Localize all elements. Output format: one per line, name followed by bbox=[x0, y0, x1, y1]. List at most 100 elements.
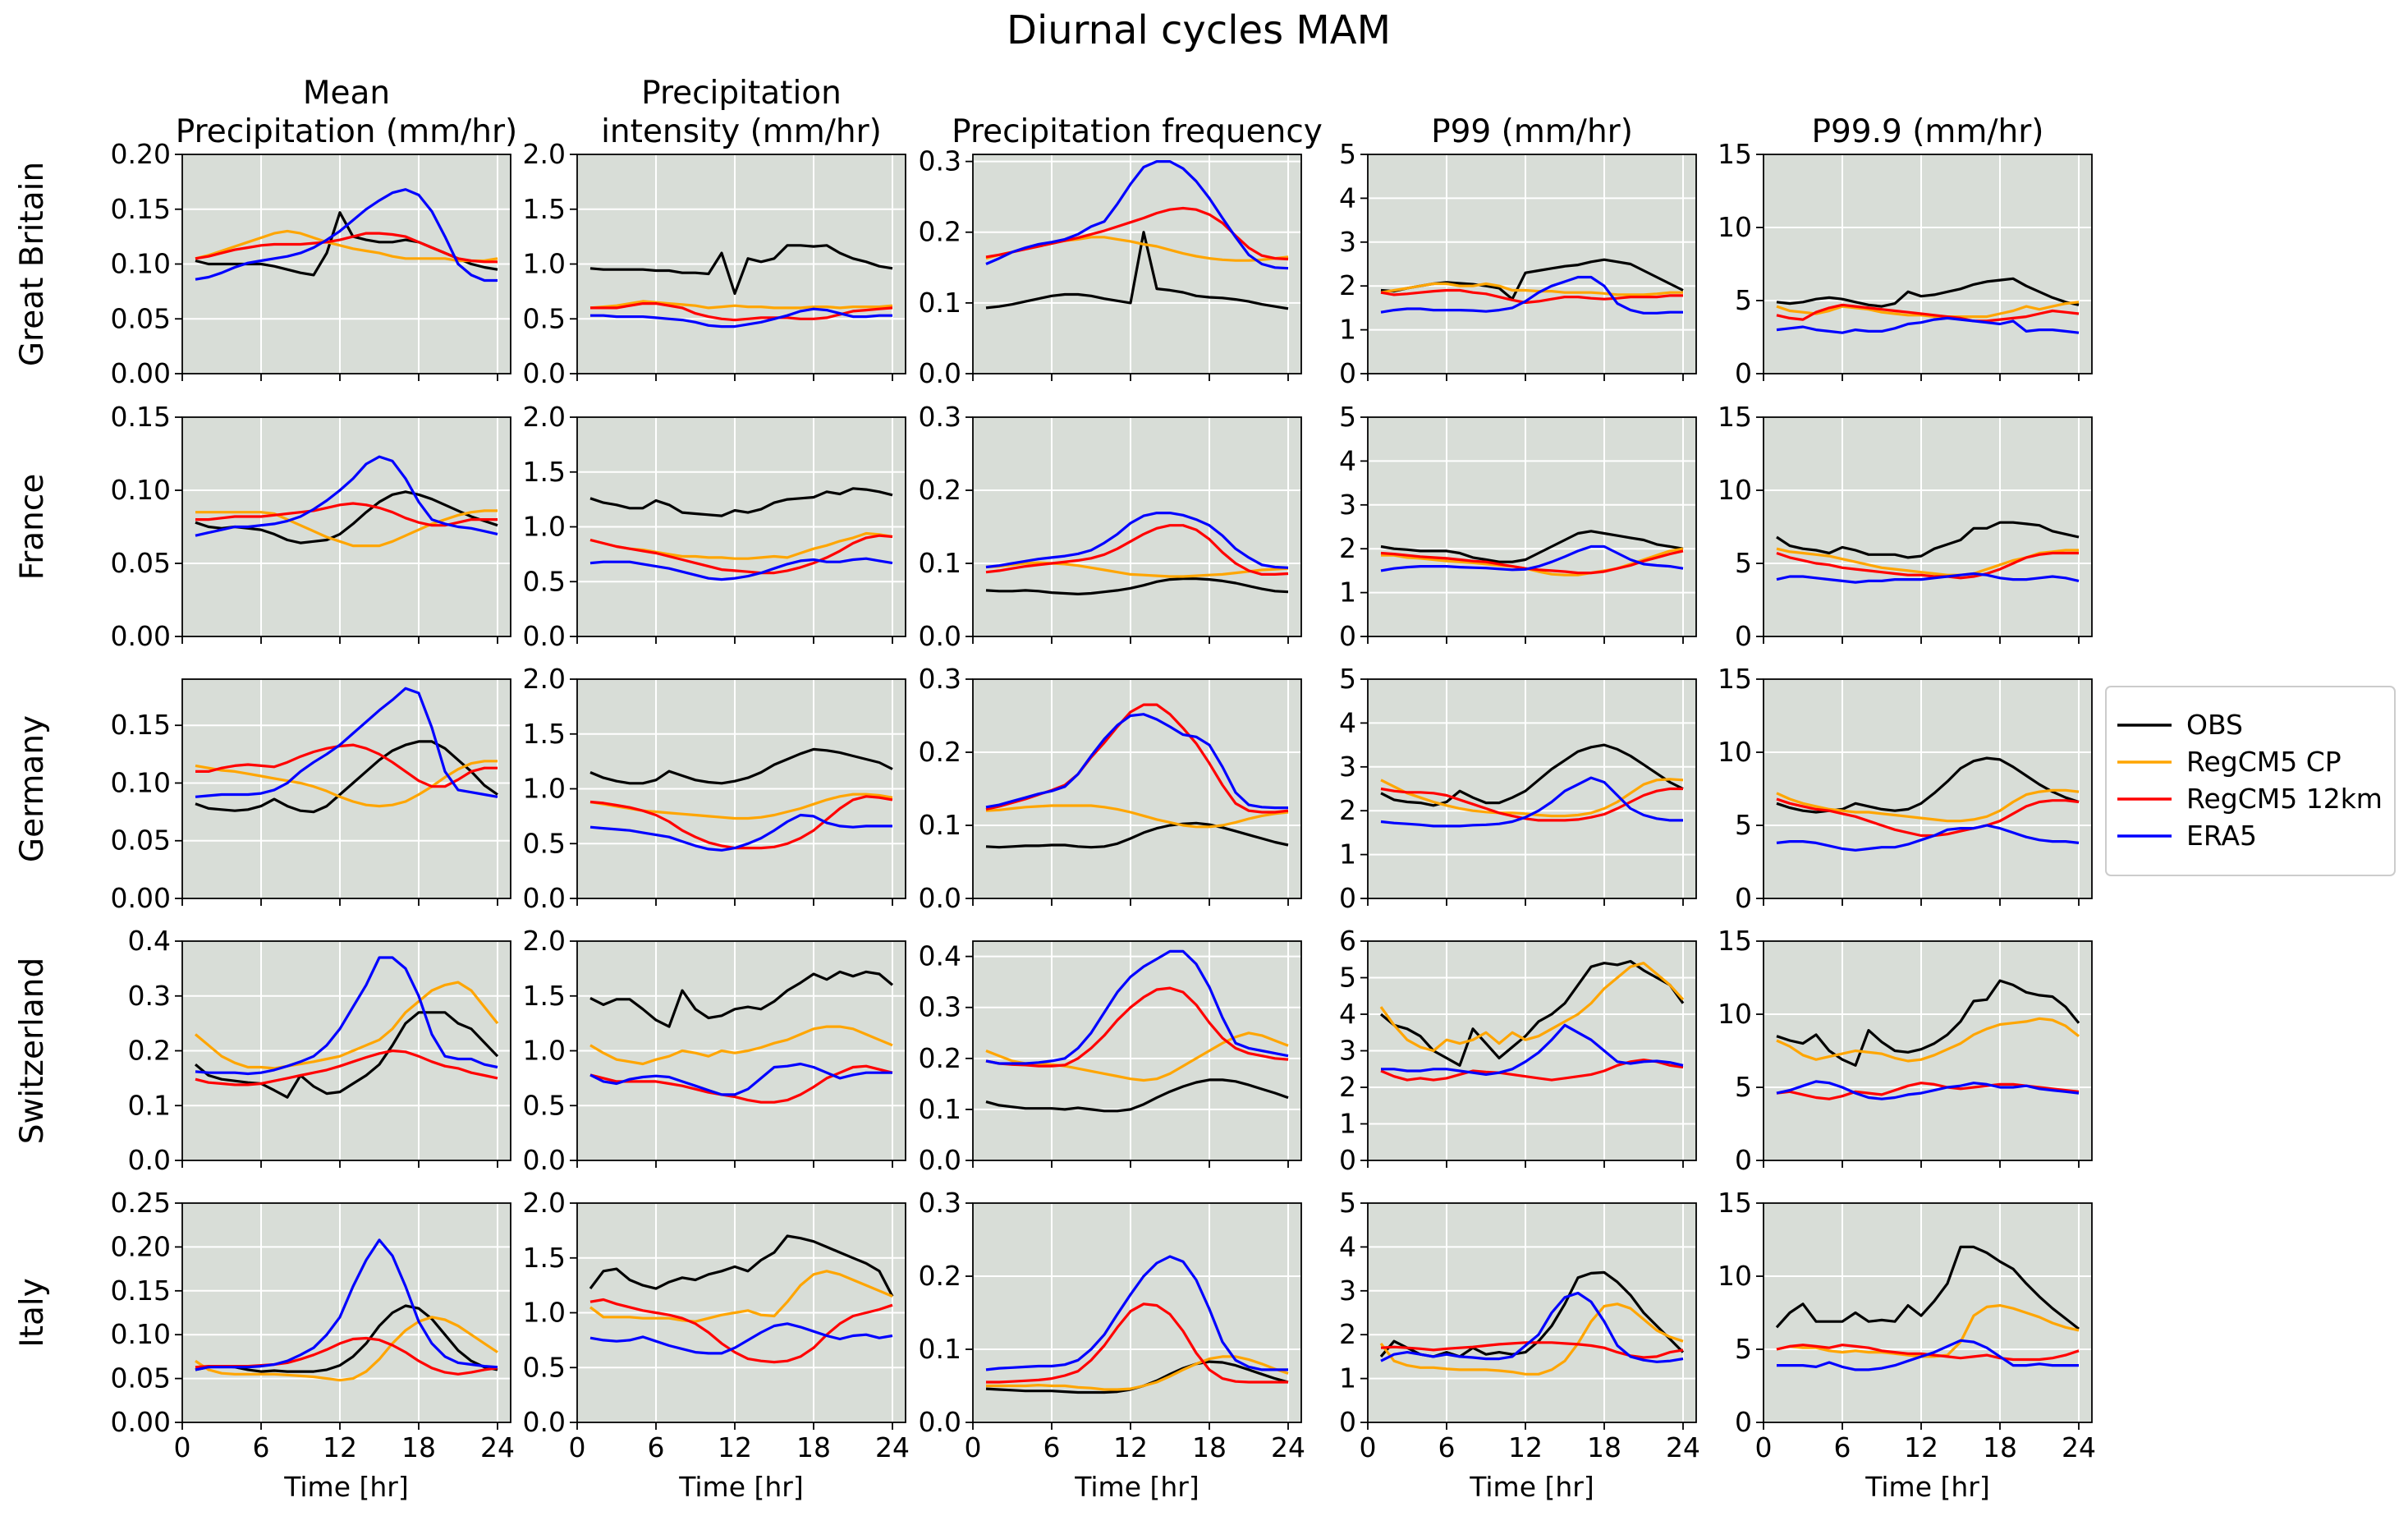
series-line-regcm5-12km bbox=[1380, 288, 1683, 305]
series-line-regcm5-12km bbox=[589, 1298, 893, 1364]
y-tick-label: 0.1 bbox=[919, 1333, 961, 1365]
y-tick-label: 0.10 bbox=[111, 474, 171, 506]
x-tick-label: 6 bbox=[648, 1431, 665, 1463]
series-line-era5 bbox=[1776, 824, 2080, 852]
series-line-regcm5-cp bbox=[1776, 1017, 2080, 1063]
series-line-regcm5-cp bbox=[589, 300, 893, 310]
panel-frame bbox=[972, 416, 1302, 637]
row-label-france: France bbox=[14, 474, 51, 581]
y-tick-label: 5 bbox=[1735, 809, 1752, 841]
panel-frame bbox=[972, 154, 1302, 374]
y-tick-label: 0.3 bbox=[919, 1187, 961, 1219]
panel-france-col5: 0 5 10 15 bbox=[1718, 401, 2093, 652]
y-tick-label: 0 bbox=[1339, 1144, 1356, 1176]
series-line-obs bbox=[1775, 1245, 2080, 1330]
series-line-era5 bbox=[589, 1322, 893, 1355]
series-line-regcm5-cp bbox=[195, 229, 498, 263]
panel-background bbox=[1764, 417, 2092, 636]
y-tick-label: 0.0 bbox=[919, 620, 961, 652]
y-tick-label: 0.05 bbox=[111, 825, 171, 857]
series-line-regcm5-cp bbox=[589, 1025, 893, 1066]
y-tick-label: 0.1 bbox=[919, 547, 961, 579]
y-tick-label: 0.4 bbox=[919, 940, 961, 972]
y-tick-label: 0.5 bbox=[523, 1089, 566, 1121]
y-tick-label: 0.1 bbox=[919, 1093, 961, 1125]
y-tick-label: 0.0 bbox=[523, 357, 566, 389]
y-tick-label: 0.20 bbox=[111, 1230, 171, 1262]
panel-background bbox=[1368, 679, 1696, 898]
series-line-obs bbox=[985, 577, 1289, 596]
series-line-era5 bbox=[1380, 275, 1683, 315]
panel-france-col4: 0 1 2 3 4 5 bbox=[1339, 401, 1697, 652]
x-tick-label: 0 bbox=[1755, 1431, 1773, 1463]
series-line-obs bbox=[194, 1011, 499, 1099]
y-tick-label: 0.3 bbox=[919, 145, 961, 177]
y-tick-label: 0.2 bbox=[919, 1260, 961, 1292]
y-tick-label: 5 bbox=[1735, 1071, 1752, 1103]
series-line-era5 bbox=[1380, 1291, 1684, 1363]
y-tick-label: 1.5 bbox=[523, 980, 566, 1012]
y-tick-label: 5 bbox=[1339, 663, 1356, 695]
series-line-regcm5-12km bbox=[985, 524, 1289, 577]
series-line-regcm5-cp bbox=[986, 1355, 1289, 1391]
panel-background bbox=[1764, 679, 2092, 898]
y-tick-label: 2 bbox=[1339, 1318, 1356, 1350]
y-tick-label: 0.5 bbox=[523, 827, 566, 859]
x-tick-label: 0 bbox=[965, 1431, 982, 1463]
series-line-regcm5-cp bbox=[195, 509, 498, 548]
y-tick-label: 5 bbox=[1339, 138, 1356, 170]
legend-label-obs: OBS bbox=[2186, 709, 2243, 741]
x-tick-label: 18 bbox=[1983, 1431, 2017, 1463]
series-line-obs bbox=[985, 231, 1289, 310]
y-tick-label: 0.15 bbox=[111, 401, 171, 433]
series-line-era5 bbox=[195, 1238, 498, 1371]
panel-switzerland-col2: 0.0 0.5 1.0 1.5 2.0 bbox=[523, 925, 906, 1176]
panel-background bbox=[1764, 1203, 2092, 1422]
panel-great-britain-col2: 0.0 0.5 1.0 1.5 2.0 bbox=[523, 138, 906, 389]
y-tick-label: 4 bbox=[1339, 181, 1356, 214]
y-tick-label: 4 bbox=[1339, 444, 1356, 476]
x-tick-label: 0 bbox=[174, 1431, 191, 1463]
panel-frame bbox=[1763, 678, 2093, 899]
y-tick-label: 0 bbox=[1735, 620, 1752, 652]
series-line-regcm5-cp bbox=[1776, 301, 2080, 319]
panel-frame bbox=[972, 678, 1302, 899]
series-line-regcm5-cp bbox=[195, 1316, 498, 1382]
y-tick-label: 0 bbox=[1339, 620, 1356, 652]
y-tick-label: 15 bbox=[1718, 1187, 1752, 1219]
y-tick-label: 0.0 bbox=[523, 1406, 566, 1438]
y-tick-label: 10 bbox=[1718, 736, 1752, 768]
panel-grid: 0.000.050.100.150.200.00.51.01.52.00.00.… bbox=[111, 138, 2096, 1503]
panel-background bbox=[973, 941, 1301, 1160]
panel-germany-col4: 0 1 2 3 4 5 bbox=[1339, 663, 1697, 914]
series-line-era5 bbox=[195, 956, 498, 1076]
y-tick-label: 0.10 bbox=[111, 1318, 171, 1350]
panel-frame bbox=[972, 940, 1302, 1161]
y-tick-label: 2 bbox=[1339, 532, 1356, 564]
series-line-obs bbox=[589, 1234, 894, 1298]
series-line-era5 bbox=[985, 1255, 1288, 1371]
y-tick-label: 0 bbox=[1339, 1406, 1356, 1438]
y-tick-label: 0.00 bbox=[111, 882, 171, 914]
y-tick-label: 3 bbox=[1339, 751, 1356, 783]
y-tick-label: 3 bbox=[1339, 1035, 1356, 1067]
y-tick-label: 0.10 bbox=[111, 766, 171, 798]
y-tick-label: 0.2 bbox=[919, 216, 961, 248]
y-tick-label: 10 bbox=[1718, 998, 1752, 1030]
x-tick-label: 12 bbox=[1508, 1431, 1543, 1463]
y-tick-label: 5 bbox=[1339, 962, 1356, 994]
series-line-regcm5-cp bbox=[1776, 788, 2080, 823]
series-line-obs bbox=[1776, 979, 2080, 1067]
series-line-obs bbox=[589, 970, 894, 1028]
row-label-germany: Germany bbox=[14, 715, 51, 862]
y-tick-label: 5 bbox=[1735, 284, 1752, 316]
x-axis-label: Time [hr] bbox=[1074, 1471, 1199, 1503]
series-line-obs bbox=[1776, 277, 2080, 308]
y-tick-label: 0.0 bbox=[919, 1406, 961, 1438]
panel-background bbox=[1764, 941, 2092, 1160]
panel-frame bbox=[1763, 940, 2093, 1161]
y-tick-label: 15 bbox=[1718, 138, 1752, 170]
panel-italy-col5: 0 5 10 15 0 6 12 18 24 Time [hr] bbox=[1718, 1187, 2096, 1503]
y-tick-label: 0.15 bbox=[111, 709, 171, 741]
